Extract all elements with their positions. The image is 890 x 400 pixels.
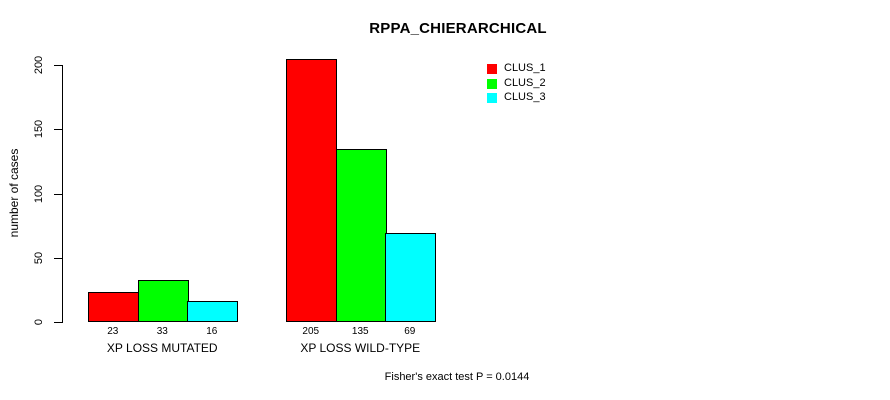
category-label: XP LOSS WILD-TYPE [300, 341, 421, 355]
legend-swatch-clus_3 [487, 92, 497, 103]
y-tick-mark [54, 258, 62, 259]
fisher-test-annotation: Fisher's exact test P = 0.0144 [384, 371, 530, 383]
bar-clus_2-group2 [336, 149, 387, 322]
bar-value-label: 135 [351, 326, 369, 337]
bar-clus_1-group1 [88, 292, 139, 322]
bar-value-label: 69 [404, 326, 416, 337]
y-tick-mark [54, 194, 62, 195]
legend-label: CLUS_3 [504, 91, 546, 103]
bar-clus_2-group1 [138, 280, 189, 322]
y-tick-mark [54, 322, 62, 323]
legend-label: CLUS_2 [504, 77, 546, 89]
bar-clus_1-group2 [286, 59, 337, 322]
bar-clus_3-group1 [187, 301, 238, 322]
legend-item-clus_2: CLUS_2 [487, 78, 546, 89]
y-tick-label: 200 [33, 55, 45, 75]
bar-value-label: 33 [156, 326, 168, 337]
chart-title: RPPA_CHIERARCHICAL [369, 20, 547, 37]
y-tick-mark [54, 65, 62, 66]
bar-value-label: 23 [107, 326, 119, 337]
bar-value-label: 16 [206, 326, 218, 337]
legend-label: CLUS_1 [504, 62, 546, 74]
y-axis-title: number of cases [7, 148, 21, 238]
y-tick-label: 150 [33, 119, 45, 139]
y-tick-label: 50 [33, 251, 45, 265]
legend-item-clus_1: CLUS_1 [487, 63, 546, 74]
legend-item-clus_3: CLUS_3 [487, 92, 546, 103]
y-axis-line [62, 65, 63, 323]
bar-clus_3-group2 [385, 233, 436, 322]
y-tick-mark [54, 129, 62, 130]
legend-swatch-clus_1 [487, 63, 497, 74]
y-tick-label: 0 [33, 318, 45, 326]
y-tick-label: 100 [33, 184, 45, 204]
bar-value-label: 205 [302, 326, 320, 337]
legend-swatch-clus_2 [487, 78, 497, 89]
category-label: XP LOSS MUTATED [106, 341, 218, 355]
